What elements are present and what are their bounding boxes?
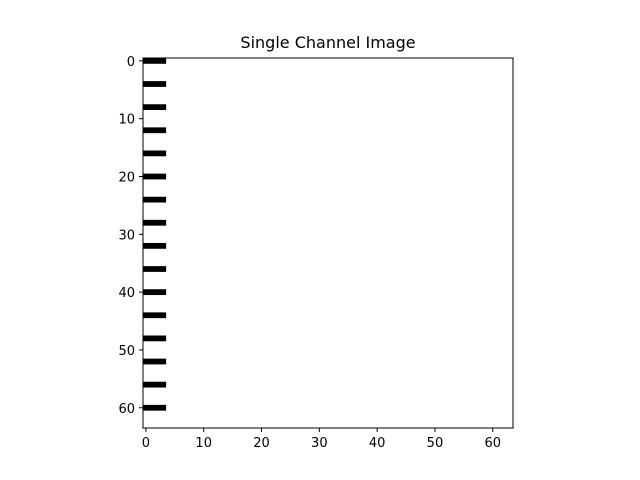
dark-pixel-row-0 (143, 58, 167, 64)
y-tick-label: 10 (118, 113, 135, 128)
y-tick-label: 40 (118, 286, 135, 301)
x-tick-label: 10 (195, 436, 212, 451)
y-tick-label: 0 (127, 55, 135, 70)
dark-pixel-row-4 (143, 81, 167, 87)
dark-pixel-row-48 (143, 335, 167, 342)
y-tick-label: 50 (118, 344, 135, 359)
axes-frame (142, 57, 514, 429)
dark-pixel-row-40 (143, 289, 167, 296)
x-tick-label: 60 (484, 436, 501, 451)
dark-pixel-row-32 (143, 243, 167, 249)
chart-title: Single Channel Image (240, 33, 415, 52)
y-tick-label: 60 (118, 402, 135, 417)
x-axis: 0 10 20 30 40 50 60 (142, 428, 501, 451)
x-tick-label: 40 (369, 436, 386, 451)
dark-pixel-row-16 (143, 150, 167, 157)
y-axis: 0 10 20 30 40 50 60 (118, 55, 143, 417)
dark-pixel-row-36 (143, 266, 167, 272)
dark-pixel-row-52 (143, 358, 167, 365)
plot-area (142, 57, 514, 429)
x-tick-label: 20 (253, 436, 270, 451)
dark-pixel-row-12 (143, 127, 167, 134)
dark-pixel-row-60 (143, 404, 167, 411)
image-background (143, 58, 513, 428)
dark-pixel-row-8 (143, 104, 167, 111)
x-tick-label: 50 (427, 436, 444, 451)
x-tick-label: 0 (142, 436, 150, 451)
dark-pixel-row-20 (143, 173, 167, 180)
dark-pixel-row-44 (143, 312, 167, 319)
dark-pixel-row-56 (143, 381, 167, 388)
y-tick-label: 20 (118, 171, 135, 186)
dark-pixel-row-24 (143, 196, 167, 203)
dark-pixel-row-28 (143, 219, 167, 226)
y-tick-label: 30 (118, 228, 135, 243)
x-tick-label: 30 (311, 436, 328, 451)
